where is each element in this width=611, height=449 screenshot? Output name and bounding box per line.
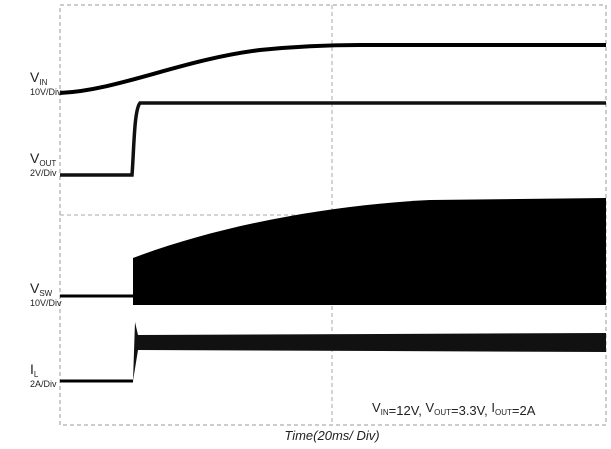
channel-subscript: L bbox=[34, 370, 39, 379]
condition-symbol: V bbox=[425, 400, 434, 415]
condition-symbol: I bbox=[491, 400, 495, 415]
channel-symbol: V bbox=[30, 280, 40, 296]
channel-subscript: IN bbox=[39, 78, 47, 87]
channel-symbol: I bbox=[30, 361, 34, 377]
vsw-switching bbox=[133, 198, 606, 305]
vout-trace bbox=[60, 101, 606, 177]
conditions: VIN=12V, VOUT=3.3V, IOUT=2A bbox=[372, 400, 536, 418]
channel-symbol: V bbox=[30, 150, 40, 166]
channel-name: VOUT bbox=[30, 150, 56, 168]
channel-name: VIN bbox=[30, 69, 48, 87]
channel-subscript: OUT bbox=[39, 159, 56, 168]
channel-scale: 10V/Div bbox=[30, 298, 62, 308]
channel-scale: 2A/Div bbox=[30, 379, 57, 389]
channel-subscript: SW bbox=[39, 289, 52, 298]
condition-text: =2A bbox=[512, 403, 536, 418]
channel-name: VSW bbox=[30, 280, 53, 298]
condition-subscript: IN bbox=[381, 408, 389, 417]
condition-subscript: OUT bbox=[434, 408, 451, 417]
il-ripple bbox=[133, 322, 606, 381]
channel-name: IL bbox=[30, 361, 39, 379]
condition-text: =3.3V, bbox=[451, 403, 491, 418]
condition-subscript: OUT bbox=[495, 408, 512, 417]
channel-symbol: V bbox=[30, 69, 40, 85]
x-axis-label: Time(20ms/ Div) bbox=[284, 428, 379, 443]
channel-scale: 10V/Div bbox=[30, 87, 62, 97]
condition-text: =12V, bbox=[389, 403, 426, 418]
vin-trace bbox=[59, 43, 606, 95]
condition-symbol: V bbox=[372, 400, 381, 415]
channel-scale: 2V/Div bbox=[30, 168, 57, 178]
